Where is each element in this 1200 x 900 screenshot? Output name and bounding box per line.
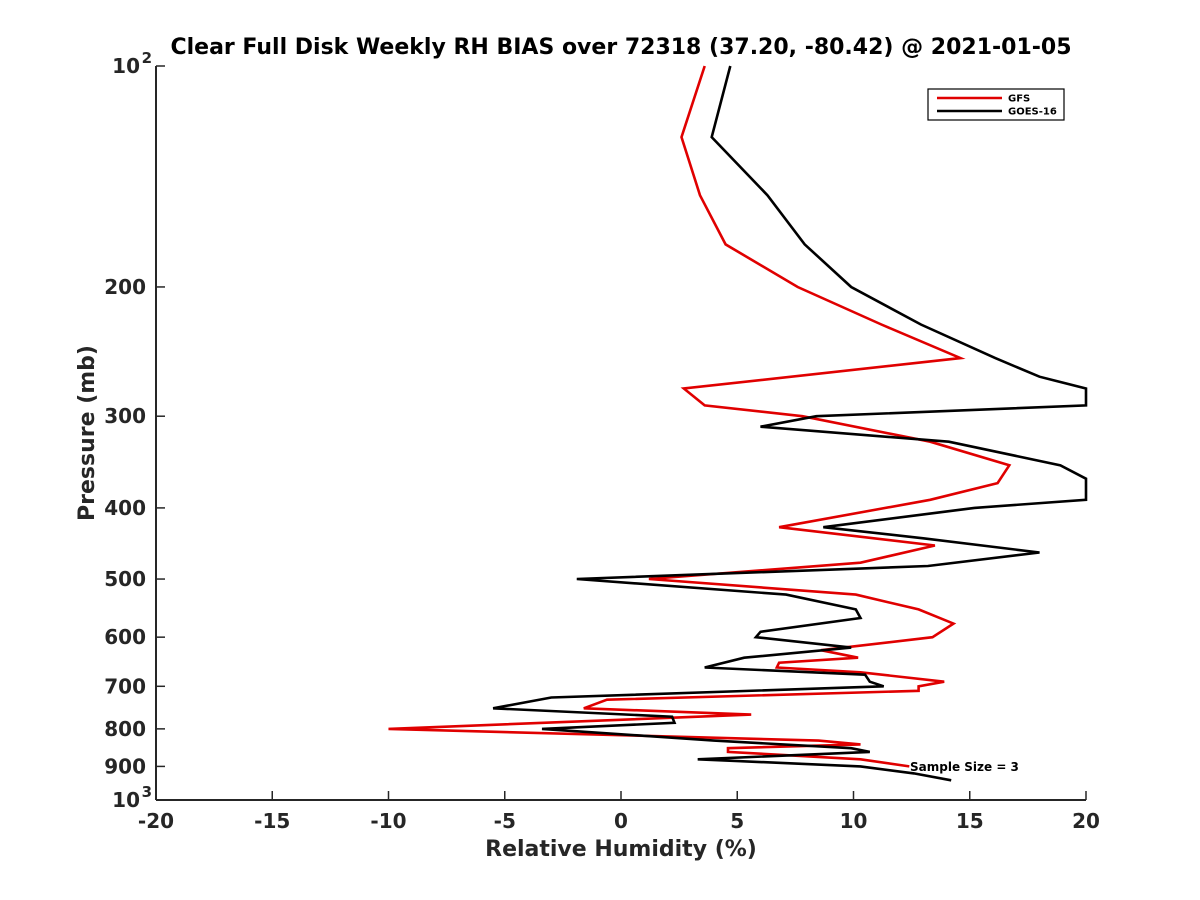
y-tick-exponent: 3 xyxy=(142,783,152,801)
series-line-gfs xyxy=(388,65,1012,768)
x-tick-label: 5 xyxy=(730,809,744,833)
y-tick-base: 700 xyxy=(104,674,146,698)
x-tick-label: 0 xyxy=(614,809,628,833)
x-axis-label: Relative Humidity (%) xyxy=(485,837,757,862)
y-tick-base: 200 xyxy=(104,275,146,299)
legend: GFS GOES-16 xyxy=(927,88,1065,121)
y-axis-label: Pressure (mb) xyxy=(75,345,100,521)
plot-area xyxy=(156,66,1086,800)
y-tick-label: 200 xyxy=(104,275,146,299)
legend-label-gfs: GFS xyxy=(1008,94,1030,105)
y-tick-base: 10 xyxy=(112,788,140,812)
series-layer xyxy=(388,65,1088,782)
x-tick-label: -10 xyxy=(370,809,406,833)
y-tick-base: 500 xyxy=(104,567,146,591)
y-tick-label: 10 xyxy=(112,788,140,812)
legend-label-goes16: GOES-16 xyxy=(1008,107,1057,118)
y-tick-label: 500 xyxy=(104,567,146,591)
legend-box xyxy=(927,88,1065,121)
x-tick-label: -5 xyxy=(494,809,516,833)
y-tick-base: 600 xyxy=(104,625,146,649)
y-tick-label: 800 xyxy=(104,717,146,741)
y-tick-base: 800 xyxy=(104,717,146,741)
y-tick-base: 900 xyxy=(104,754,146,778)
x-tick-label: -20 xyxy=(138,809,174,833)
x-tick-label: -15 xyxy=(254,809,290,833)
y-tick-label: 900 xyxy=(104,754,146,778)
x-tick-label: 15 xyxy=(956,809,984,833)
y-tick-label: 400 xyxy=(104,496,146,520)
y-tick-base: 400 xyxy=(104,496,146,520)
chart-title: Clear Full Disk Weekly RH BIAS over 7231… xyxy=(170,35,1071,60)
y-tick-label: 10 xyxy=(112,54,140,78)
y-tick-base: 300 xyxy=(104,404,146,428)
y-tick-base: 10 xyxy=(112,54,140,78)
y-tick-label: 300 xyxy=(104,404,146,428)
x-tick-label: 20 xyxy=(1072,809,1100,833)
y-tick-label: 600 xyxy=(104,625,146,649)
sample-size-annotation: Sample Size = 3 xyxy=(910,760,1019,774)
x-tick-label: 10 xyxy=(840,809,868,833)
y-tick-exponent: 2 xyxy=(142,49,152,67)
y-tick-label: 700 xyxy=(104,674,146,698)
series-line-goes16 xyxy=(492,65,1088,782)
x-ticks: -20 -15 -10 -5 0 5 10 15 20 xyxy=(138,791,1100,833)
